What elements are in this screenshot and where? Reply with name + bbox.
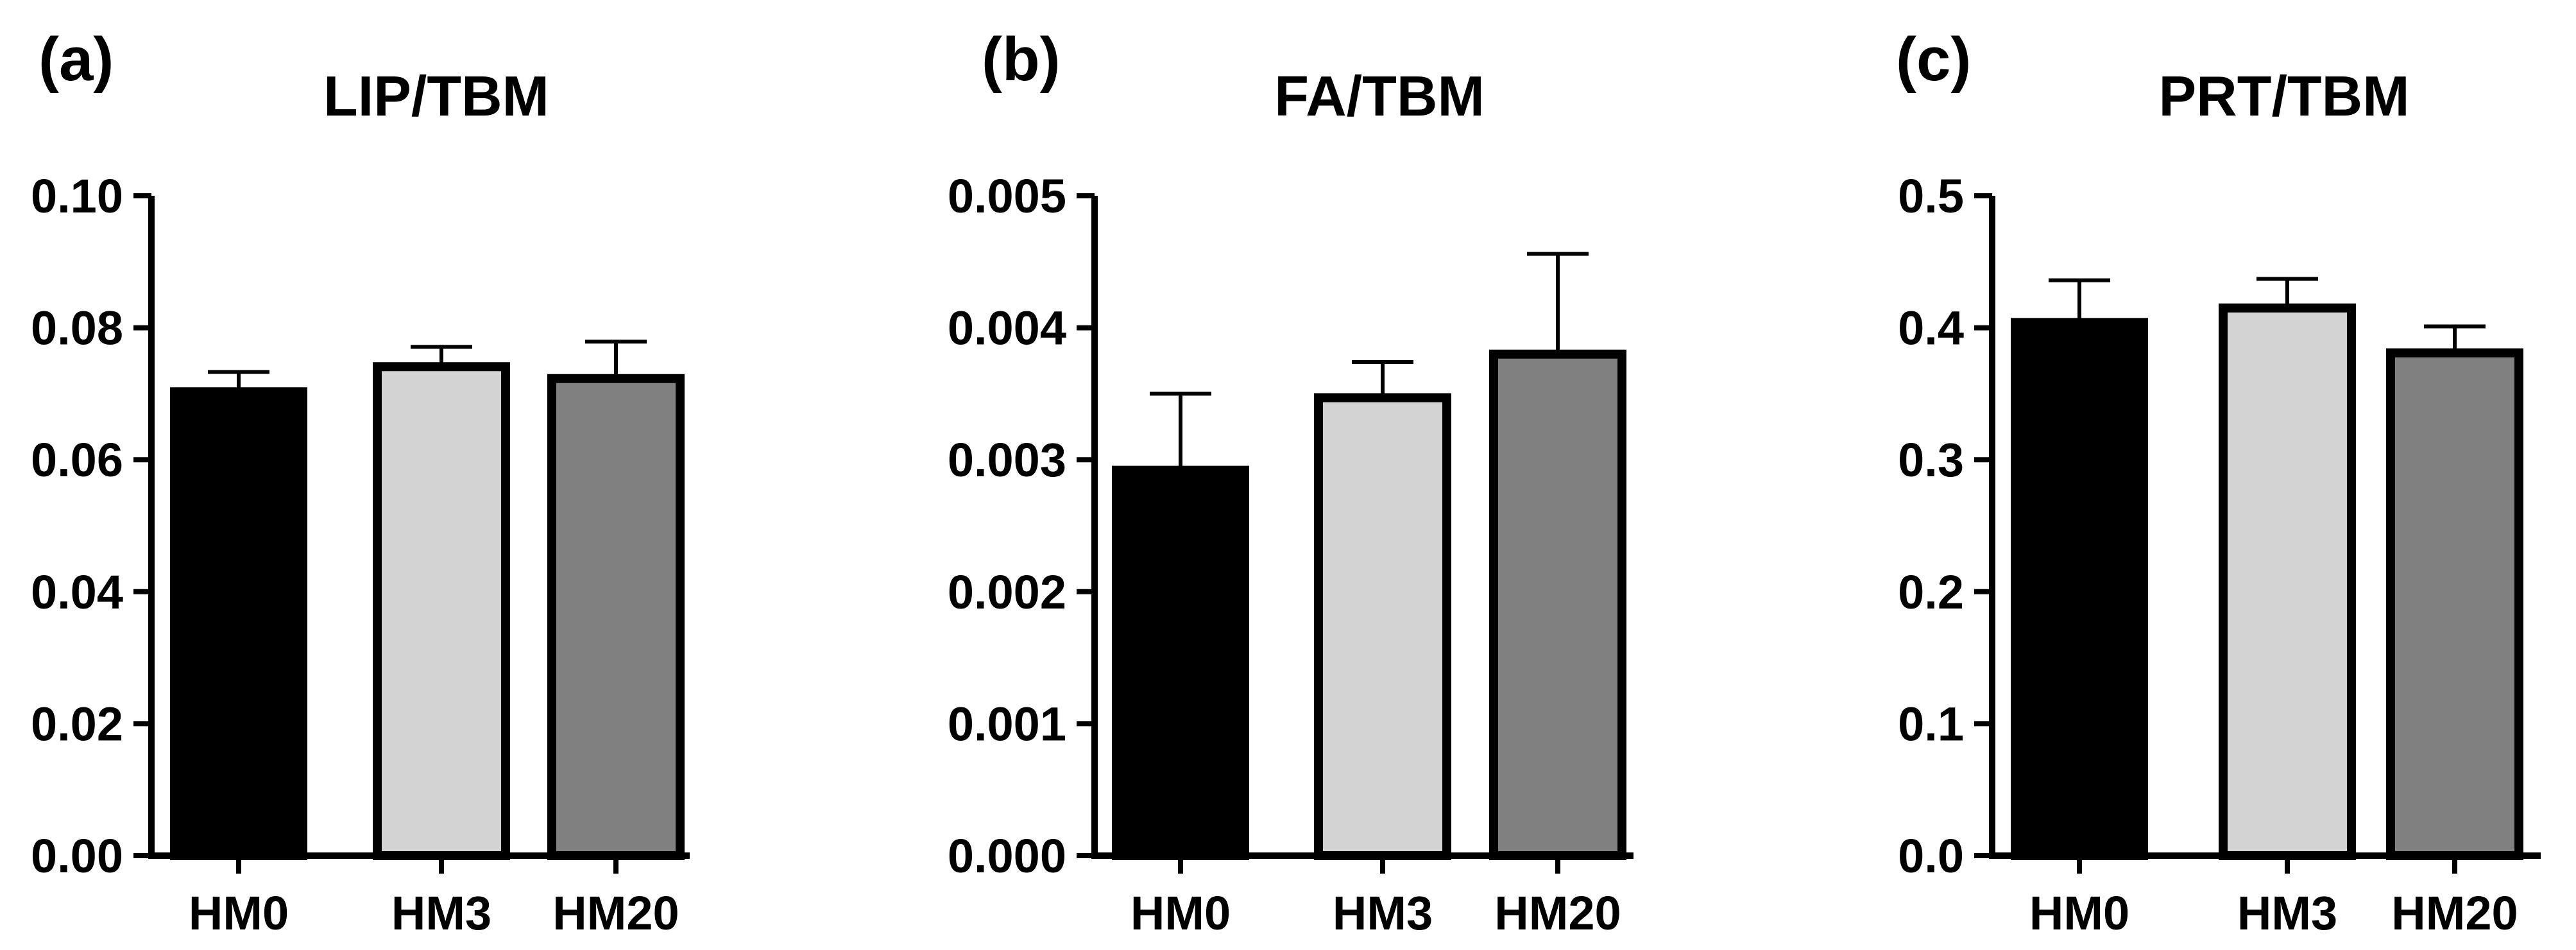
panel-label: (a): [38, 25, 114, 94]
x-tick-label: HM0: [1130, 886, 1231, 940]
y-tick-label: 0.00: [31, 829, 123, 883]
bar-hm3: [1314, 393, 1451, 860]
x-tick-label: HM20: [1494, 886, 1621, 940]
y-tick-label: 0.2: [1898, 566, 1964, 619]
bar-hm20: [1489, 349, 1626, 860]
bar-hm0: [170, 387, 307, 860]
panel-label: (b): [982, 25, 1061, 94]
x-tick-label: HM0: [2029, 886, 2129, 940]
y-tick-label: 0.000: [948, 829, 1066, 883]
y-tick-label: 0.08: [31, 302, 123, 355]
x-tick-label: HM20: [2391, 886, 2518, 940]
bar-hm3: [373, 362, 510, 860]
bar-hm20: [547, 374, 685, 860]
x-tick-label: HM3: [1333, 886, 1433, 940]
x-tick-label: HM0: [189, 886, 289, 940]
y-tick-label: 0.5: [1898, 169, 1964, 223]
x-tick-label: HM3: [2237, 886, 2337, 940]
panel-label: (c): [1896, 25, 1971, 94]
y-tick-label: 0.005: [948, 169, 1066, 223]
y-tick-label: 0.10: [31, 169, 123, 223]
x-tick-label: HM20: [552, 886, 679, 940]
y-tick-label: 0.06: [31, 433, 123, 487]
y-tick-label: 0.04: [31, 566, 123, 619]
y-tick-label: 0.001: [948, 697, 1066, 750]
y-tick-label: 0.4: [1898, 302, 1964, 355]
bar-hm3: [2219, 303, 2356, 860]
y-tick-label: 0.3: [1898, 433, 1964, 487]
chart-title: PRT/TBM: [2158, 64, 2409, 128]
x-tick-label: HM3: [391, 886, 491, 940]
y-tick-label: 0.004: [948, 302, 1066, 355]
y-tick-label: 0.0: [1898, 829, 1964, 883]
y-tick-label: 0.003: [948, 433, 1066, 487]
y-tick-label: 0.1: [1898, 697, 1964, 750]
y-tick-label: 0.002: [948, 566, 1066, 619]
chart-title: LIP/TBM: [323, 64, 549, 128]
y-tick-label: 0.02: [31, 697, 123, 750]
chart-title: FA/TBM: [1274, 64, 1485, 128]
bar-hm0: [2011, 318, 2148, 861]
bar-hm20: [2386, 348, 2523, 860]
bar-hm0: [1112, 465, 1249, 860]
